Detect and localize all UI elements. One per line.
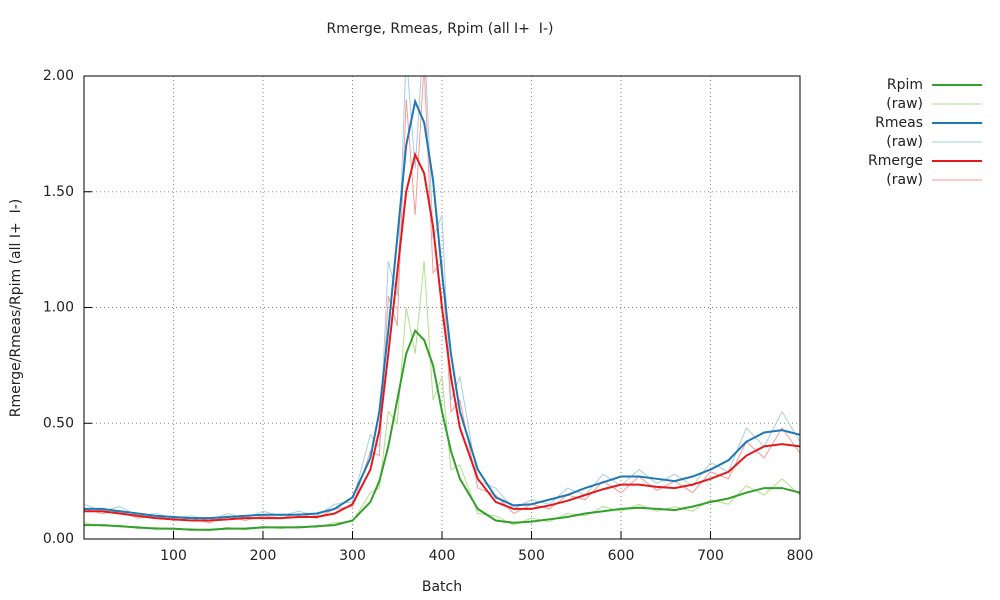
legend-label: (raw) — [886, 134, 923, 150]
x-tick-label: 100 — [160, 548, 187, 564]
x-tick-label: 500 — [518, 548, 545, 564]
x-tick-label: 600 — [608, 548, 635, 564]
x-axis-label: Batch — [422, 579, 462, 595]
series-line — [84, 328, 800, 531]
plot-frame — [83, 75, 801, 540]
y-tick-label: 1.00 — [43, 300, 74, 316]
legend-label: Rmeas — [875, 115, 923, 131]
y-tick-label: 0.00 — [43, 531, 74, 547]
plot-area — [84, 76, 800, 532]
x-tick-label: 700 — [697, 548, 724, 564]
legend: Rpim (raw) Rmeas (raw) Rmerge (raw) — [868, 77, 982, 188]
y-tick-label: 1.50 — [43, 184, 74, 200]
y-axis-label: Rmerge/Rmeas/Rpim (all I+ I-) — [8, 199, 24, 418]
legend-label: (raw) — [886, 172, 923, 188]
legend-label: Rmerge — [868, 153, 923, 169]
series-line — [84, 98, 800, 520]
x-tick-label: 300 — [339, 548, 366, 564]
series-line — [84, 151, 800, 522]
x-tick-label: 400 — [429, 548, 456, 564]
y-tick-label: 2.00 — [43, 68, 74, 84]
legend-label: (raw) — [886, 96, 923, 112]
chart-title: Rmerge, Rmeas, Rpim (all I+ I-) — [327, 21, 554, 37]
x-tick-label: 800 — [787, 548, 814, 564]
y-tick-label: 0.50 — [43, 415, 74, 431]
x-tick-label: 200 — [250, 548, 277, 564]
legend-label: Rpim — [887, 77, 923, 93]
